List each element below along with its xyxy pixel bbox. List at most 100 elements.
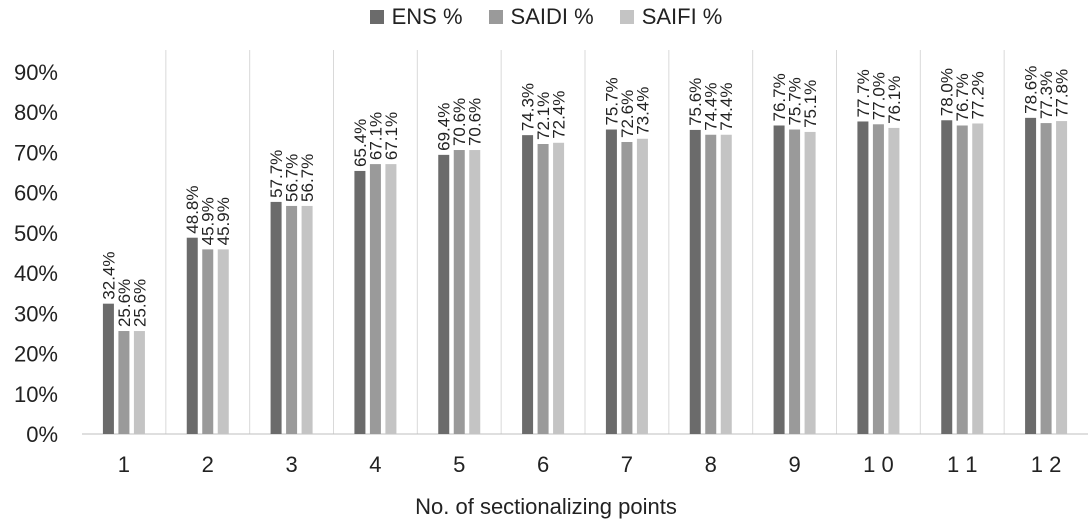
bar-ens bbox=[941, 120, 953, 435]
y-tick-label: 60% bbox=[14, 181, 58, 206]
legend-swatch-saidi bbox=[488, 10, 503, 24]
x-tick-label: 1 bbox=[118, 452, 130, 477]
y-tick-label: 40% bbox=[14, 261, 58, 286]
legend-item-ens: ENS % bbox=[369, 4, 463, 30]
data-label: 76.7% bbox=[953, 73, 972, 121]
data-label: 75.7% bbox=[786, 77, 805, 125]
bar-saidi bbox=[789, 129, 801, 435]
data-label: 45.9% bbox=[214, 197, 233, 245]
legend-label-ens: ENS % bbox=[391, 4, 463, 29]
bar-saidi bbox=[286, 205, 298, 434]
bar-saidi bbox=[956, 125, 968, 435]
bar-saidi bbox=[118, 331, 130, 434]
bar-saidi bbox=[369, 164, 381, 434]
bar-saidi bbox=[621, 141, 633, 434]
data-label: 76.1% bbox=[885, 76, 904, 124]
x-tick-label: 1 0 bbox=[863, 452, 894, 477]
y-tick-label: 50% bbox=[14, 221, 58, 246]
data-label: 74.4% bbox=[717, 83, 736, 131]
bar-saidi bbox=[202, 249, 214, 434]
bar-ens bbox=[438, 154, 450, 434]
bar-saifi bbox=[804, 131, 816, 435]
data-label: 77.8% bbox=[1053, 69, 1072, 117]
data-label: 32.4% bbox=[99, 251, 118, 299]
data-label: 67.1% bbox=[382, 112, 401, 160]
x-tick-label: 5 bbox=[453, 452, 465, 477]
bar-ens bbox=[522, 135, 534, 434]
x-tick-label: 8 bbox=[705, 452, 717, 477]
data-label: 77.2% bbox=[969, 71, 988, 119]
data-label: 25.6% bbox=[130, 279, 149, 327]
bar-ens bbox=[354, 170, 366, 435]
bar-saifi bbox=[888, 127, 900, 435]
bar-saifi bbox=[385, 164, 397, 434]
legend-swatch-saifi bbox=[619, 10, 634, 24]
bar-saidi bbox=[537, 143, 549, 434]
y-tick-label: 30% bbox=[14, 301, 58, 326]
legend-swatch-ens bbox=[369, 10, 384, 24]
chart-legend: ENS % SAIDI % SAIFI % bbox=[0, 4, 1092, 30]
legend-label-saidi: SAIDI % bbox=[510, 4, 594, 29]
bar-saifi bbox=[636, 138, 648, 434]
y-tick-label: 90% bbox=[14, 60, 58, 85]
x-tick-label: 1 2 bbox=[1031, 452, 1062, 477]
legend-item-saidi: SAIDI % bbox=[488, 4, 594, 30]
data-label: 45.9% bbox=[199, 197, 218, 245]
x-tick-label: 6 bbox=[537, 452, 549, 477]
data-label: 74.4% bbox=[702, 83, 721, 131]
data-label: 72.6% bbox=[618, 90, 637, 138]
data-label: 48.8% bbox=[183, 186, 202, 234]
bar-saidi bbox=[1040, 123, 1052, 435]
data-label: 67.1% bbox=[366, 112, 385, 160]
data-label: 72.4% bbox=[550, 91, 569, 139]
x-tick-label: 9 bbox=[788, 452, 800, 477]
data-label: 77.3% bbox=[1037, 71, 1056, 119]
bar-saifi bbox=[469, 150, 481, 434]
bar-saidi bbox=[705, 134, 717, 434]
bar-saifi bbox=[1056, 121, 1068, 435]
bar-ens bbox=[102, 303, 114, 434]
bar-saifi bbox=[133, 331, 145, 434]
data-label: 73.4% bbox=[633, 87, 652, 135]
bar-saifi bbox=[972, 123, 984, 435]
bar-ens bbox=[773, 125, 785, 435]
data-label: 72.1% bbox=[534, 92, 553, 140]
data-label: 57.7% bbox=[267, 150, 286, 198]
x-axis-title: No. of sectionalizing points bbox=[415, 494, 677, 519]
data-label: 25.6% bbox=[115, 279, 134, 327]
x-tick-label: 3 bbox=[285, 452, 297, 477]
data-label: 56.7% bbox=[283, 154, 302, 202]
bar-saifi bbox=[553, 142, 565, 434]
bar-saifi bbox=[720, 134, 732, 434]
bar-ens bbox=[186, 237, 198, 434]
bar-saifi bbox=[301, 205, 313, 434]
y-tick-label: 0% bbox=[26, 422, 58, 447]
x-tick-label: 4 bbox=[369, 452, 381, 477]
bar-ens bbox=[270, 201, 282, 434]
data-label: 74.3% bbox=[519, 83, 538, 131]
legend-item-saifi: SAIFI % bbox=[619, 4, 722, 30]
x-tick-label: 7 bbox=[621, 452, 633, 477]
data-label: 75.7% bbox=[602, 77, 621, 125]
data-label: 75.6% bbox=[686, 78, 705, 126]
data-label: 65.4% bbox=[351, 119, 370, 167]
y-tick-label: 20% bbox=[14, 342, 58, 367]
bar-ens bbox=[605, 129, 617, 435]
bar-ens bbox=[689, 129, 701, 435]
data-label: 76.7% bbox=[770, 73, 789, 121]
data-label: 78.0% bbox=[938, 68, 957, 116]
bar-saifi bbox=[217, 249, 229, 434]
bar-saidi bbox=[872, 124, 884, 435]
data-label: 75.1% bbox=[801, 80, 820, 128]
data-label: 77.0% bbox=[869, 72, 888, 120]
y-tick-label: 10% bbox=[14, 382, 58, 407]
data-label: 78.6% bbox=[1022, 66, 1041, 114]
data-label: 56.7% bbox=[298, 154, 317, 202]
data-label: 69.4% bbox=[435, 103, 454, 151]
bar-saidi bbox=[453, 150, 465, 434]
bar-ens bbox=[1025, 117, 1037, 434]
data-label: 70.6% bbox=[466, 98, 485, 146]
data-label: 77.7% bbox=[854, 69, 873, 117]
bar-ens bbox=[857, 121, 869, 435]
